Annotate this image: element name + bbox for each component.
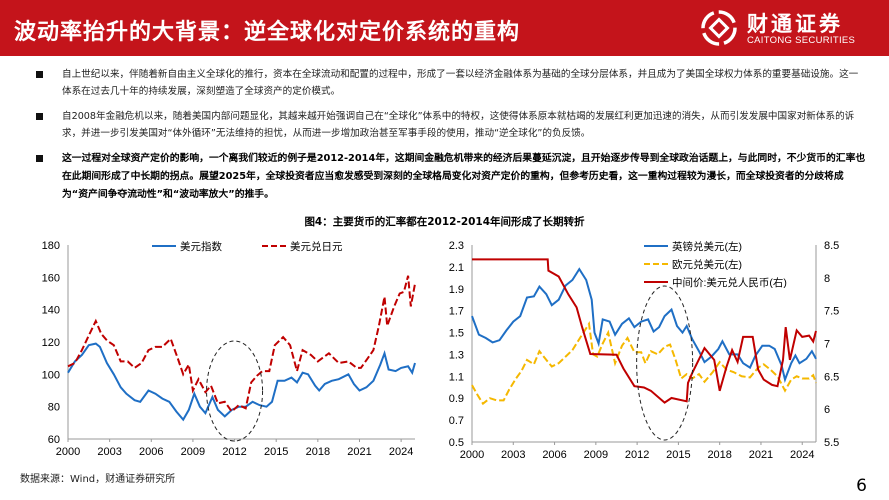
y2-tick-label: 7.5 (824, 306, 839, 318)
y-tick-label: 1.1 (449, 371, 464, 383)
legend-label: 美元指数 (180, 240, 222, 253)
bullet-text: 这一过程对全球资产定价的影响，一个离我们较近的例子是2012-2014年，这期间… (62, 153, 866, 200)
page-title: 波动率抬升的大背景：逆全球化对定价系统的重构 (14, 19, 521, 45)
y-tick-label: 1.7 (449, 306, 464, 318)
x-tick-label: 2012 (222, 446, 246, 458)
series-line-0 (67, 342, 416, 422)
y-tick-label: 140 (42, 305, 60, 317)
x-tick-label: 2000 (56, 446, 80, 458)
series-line-1 (67, 275, 416, 414)
data-source: 数据来源：Wind，财通证券研究所 (20, 474, 176, 485)
highlight-ellipse (206, 340, 264, 442)
y2-tick-label: 8.5 (824, 240, 839, 252)
page-number: 6 (856, 476, 867, 496)
x-tick-label: 2015 (264, 446, 288, 458)
usd-index-jpy-chart: 60 80 100 120 140 160 180 2000 2003 2006 2009 2012 2… (42, 240, 416, 458)
x-tick-label: 2018 (707, 449, 731, 461)
x-tick-label: 2012 (625, 449, 649, 461)
y-tick-label: 1.3 (449, 349, 464, 361)
series-line-1 (471, 320, 817, 406)
y-tick-label: 80 (48, 402, 60, 414)
x-tick-label: 2000 (460, 449, 484, 461)
logo-text-cn: 财通证券 (747, 12, 843, 36)
x-tick-label: 2024 (790, 449, 814, 461)
series-line-2 (472, 258, 817, 404)
x-tick-label: 2015 (666, 449, 690, 461)
gbp-eur-cny-chart: 0.5 0.7 0.9 1.1 1.3 1.5 1.7 1.9 2.1 2.3 5.5 6 6.5 7 7.… (449, 240, 840, 461)
y-tick-label: 0.9 (449, 393, 464, 405)
y-tick-label: 0.7 (449, 415, 464, 427)
legend-label: 美元兑日元 (290, 240, 343, 253)
bullet-square-icon (36, 71, 43, 78)
y-tick-label: 2.1 (449, 262, 464, 274)
y2-tick-label: 7 (824, 339, 830, 351)
series-line-0 (471, 267, 817, 383)
y-tick-label: 100 (42, 369, 60, 381)
bullet-item: 自上世纪以来，伴随着新自由主义全球化的推行，资本在全球流动和配置的过程中，形成了… (36, 66, 866, 100)
caitong-logo: 财通证券 CAITONG SECURITIES (701, 6, 861, 50)
bullet-square-icon (36, 155, 43, 162)
x-tick-label: 2021 (749, 449, 773, 461)
y-tick-label: 160 (42, 272, 60, 284)
y2-tick-label: 5.5 (824, 437, 839, 449)
y-tick-label: 1.9 (449, 284, 464, 296)
y2-tick-label: 6.5 (824, 371, 839, 383)
bullet-list: 自上世纪以来，伴随着新自由主义全球化的推行，资本在全球流动和配置的过程中，形成了… (36, 66, 866, 212)
legend-label: 中间价:美元兑人民币(右) (672, 276, 787, 289)
x-tick-label: 2006 (139, 446, 163, 458)
bullet-square-icon (36, 113, 43, 120)
y-tick-label: 180 (42, 240, 60, 252)
x-tick-label: 2021 (347, 446, 371, 458)
logo-text-en: CAITONG SECURITIES (747, 35, 856, 46)
x-tick-label: 2006 (542, 449, 566, 461)
x-tick-label: 2009 (584, 449, 608, 461)
x-tick-label: 2009 (181, 446, 205, 458)
bullet-item: 自2008年金融危机以来，随着美国内部问题显化，其越来越开始强调自己在“全球化”… (36, 108, 866, 142)
title-bar: 波动率抬升的大背景：逆全球化对定价系统的重构 财通证券 CAITONG SECU… (0, 0, 889, 56)
bullet-text: 自上世纪以来，伴随着新自由主义全球化的推行，资本在全球流动和配置的过程中，形成了… (62, 69, 859, 97)
legend-label: 英镑兑美元(左) (672, 240, 742, 253)
x-tick-label: 2024 (389, 446, 413, 458)
y-tick-label: 2.3 (449, 240, 464, 252)
y-tick-label: 1.5 (449, 328, 464, 340)
y-tick-label: 120 (42, 337, 60, 349)
x-tick-label: 2003 (501, 449, 525, 461)
y-tick-label: 60 (48, 434, 60, 446)
y2-tick-label: 6 (824, 404, 830, 416)
figure-caption: 图4：主要货币的汇率都在2012-2014年间形成了长期转折 (304, 216, 585, 228)
legend-label: 欧元兑美元(左) (672, 258, 742, 271)
y2-tick-label: 8 (824, 273, 830, 285)
y-tick-label: 0.5 (449, 437, 464, 449)
bullet-text: 自2008年金融危机以来，随着美国内部问题显化，其越来越开始强调自己在“全球化”… (62, 111, 855, 139)
bullet-item: 这一过程对全球资产定价的影响，一个离我们较近的例子是2012-2014年，这期间… (36, 150, 866, 204)
caitong-logo-icon (701, 10, 737, 46)
x-tick-label: 2018 (306, 446, 330, 458)
x-tick-label: 2003 (97, 446, 121, 458)
highlight-ellipse (636, 285, 694, 441)
